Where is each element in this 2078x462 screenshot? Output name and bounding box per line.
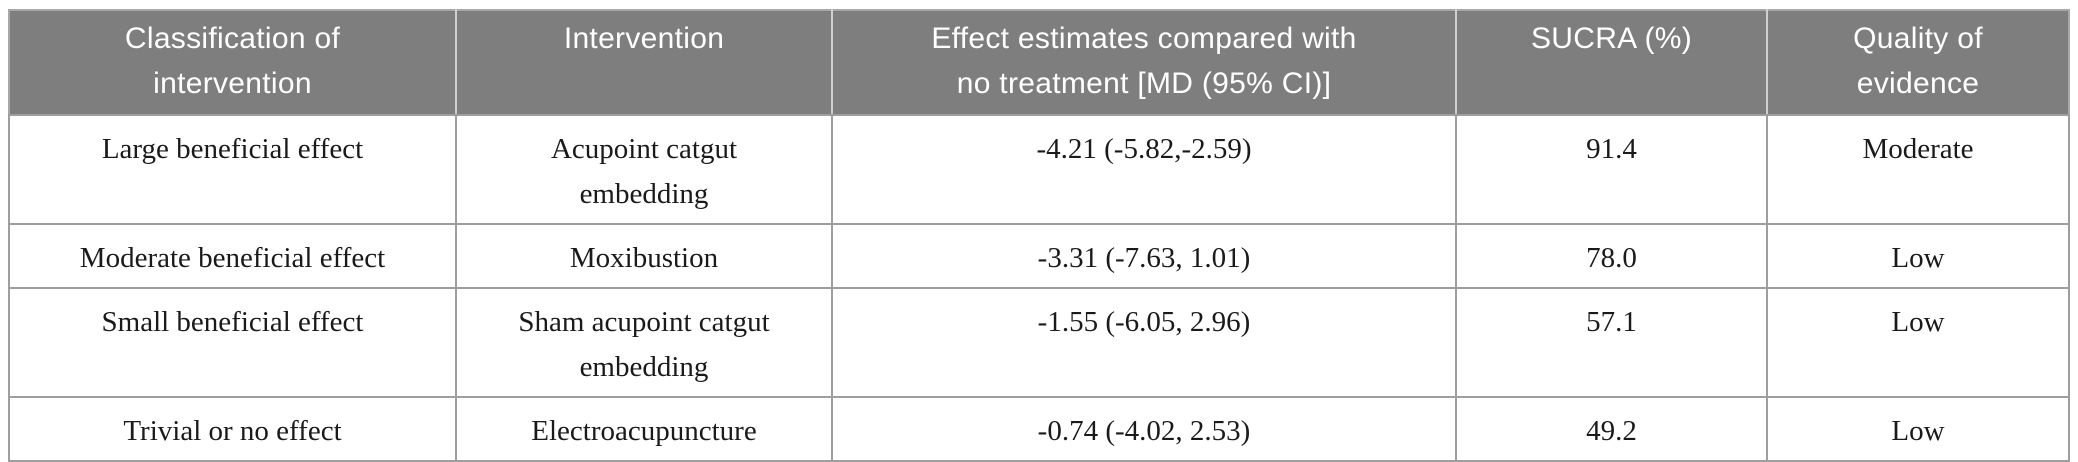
cell-quality: Moderate <box>1766 114 2070 225</box>
cell-sucra: 78.0 <box>1455 223 1768 289</box>
cell-sucra: 91.4 <box>1455 114 1768 225</box>
cell-intervention: Sham acupoint catgut embedding <box>455 287 833 398</box>
table-row: Moderate beneficial effect Moxibustion -… <box>8 223 2070 289</box>
cell-effect-estimate: -0.74 (-4.02, 2.53) <box>831 396 1457 462</box>
evidence-table-container: Classification of intervention Intervent… <box>8 9 2070 462</box>
cell-line: Sham acupoint catgut <box>518 306 770 338</box>
header-line: intervention <box>153 67 312 100</box>
cell-line: Acupoint catgut <box>550 133 738 165</box>
col-header-classification: Classification of intervention <box>9 10 456 116</box>
cell-classification: Small beneficial effect <box>8 287 457 398</box>
header-line: evidence <box>1856 67 1980 100</box>
cell-classification: Large beneficial effect <box>8 114 457 225</box>
table-row: Large beneficial effect Acupoint catgut … <box>8 114 2070 225</box>
cell-quality: Low <box>1766 223 2070 289</box>
cell-quality: Low <box>1766 396 2070 462</box>
header-line: Quality of <box>1853 22 1983 55</box>
header-line: Effect estimates compared with <box>931 22 1357 55</box>
evidence-table: Classification of intervention Intervent… <box>8 9 2070 462</box>
header-line: Intervention <box>563 22 725 55</box>
cell-intervention: Acupoint catgut embedding <box>455 114 833 225</box>
cell-classification: Trivial or no effect <box>8 396 457 462</box>
cell-line: embedding <box>579 178 709 210</box>
cell-intervention: Electroacupuncture <box>455 396 833 462</box>
col-header-quality: Quality of evidence <box>1766 10 2069 116</box>
header-line: no treatment [MD (95% CI)] <box>956 67 1332 100</box>
header-line: Classification of <box>124 22 341 55</box>
cell-effect-estimate: -3.31 (-7.63, 1.01) <box>831 223 1457 289</box>
cell-quality: Low <box>1766 287 2070 398</box>
table-row: Trivial or no effect Electroacupuncture … <box>8 396 2070 462</box>
cell-line: Moxibustion <box>569 242 719 274</box>
cell-sucra: 57.1 <box>1455 287 1768 398</box>
cell-effect-estimate: -1.55 (-6.05, 2.96) <box>831 287 1457 398</box>
col-header-effect-estimates: Effect estimates compared with no treatm… <box>831 10 1456 116</box>
cell-classification: Moderate beneficial effect <box>8 223 457 289</box>
col-header-sucra: SUCRA (%) <box>1455 10 1767 116</box>
table-row: Small beneficial effect Sham acupoint ca… <box>8 287 2070 398</box>
cell-line: embedding <box>579 351 709 383</box>
cell-sucra: 49.2 <box>1455 396 1768 462</box>
cell-effect-estimate: -4.21 (-5.82,-2.59) <box>831 114 1457 225</box>
cell-intervention: Moxibustion <box>455 223 833 289</box>
header-line: SUCRA (%) <box>1530 22 1693 55</box>
cell-line: Electroacupuncture <box>531 415 757 447</box>
col-header-intervention: Intervention <box>455 10 832 116</box>
header-row: Classification of intervention Intervent… <box>9 10 2069 116</box>
